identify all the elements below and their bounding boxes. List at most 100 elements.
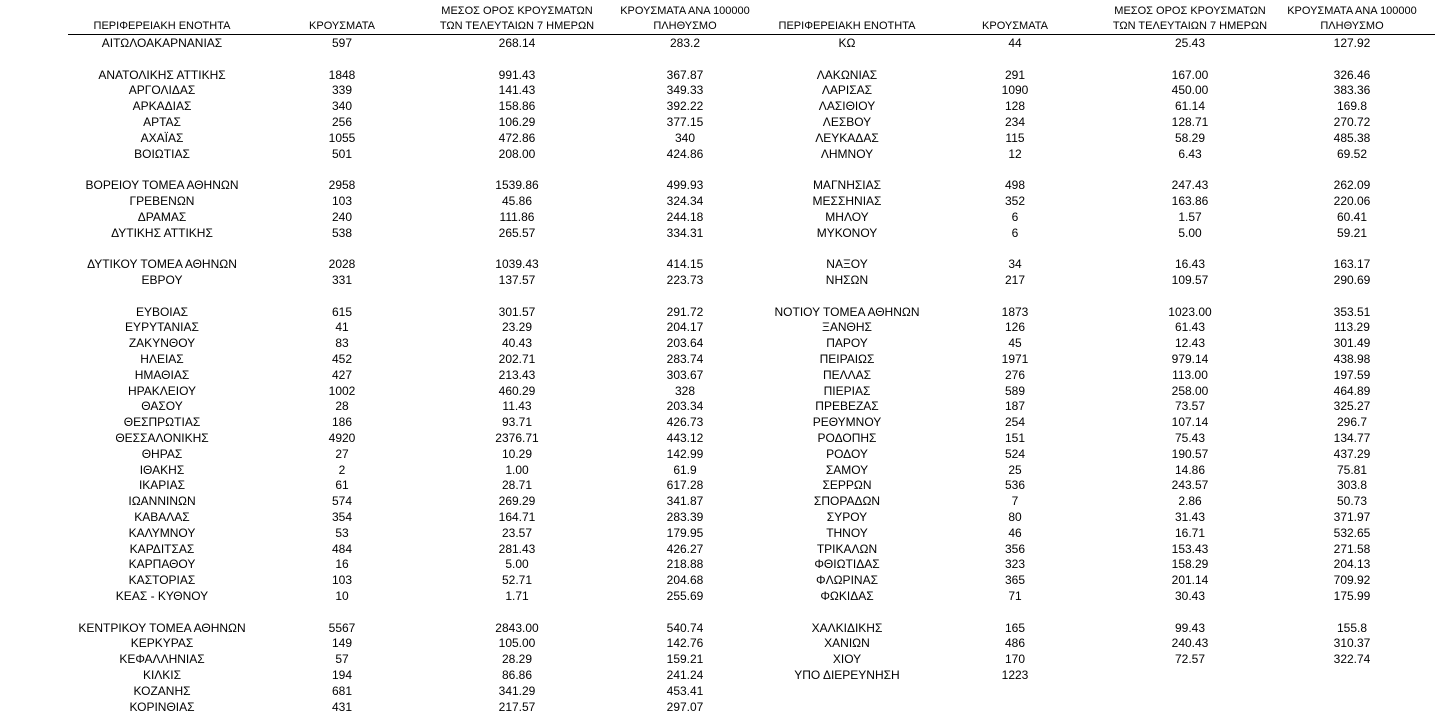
table-cell: 61.14 [1174,99,1206,114]
table-cell: 201.14 [1171,573,1209,588]
table-cell: 141.43 [498,83,536,98]
region-name: ΝΟΤΙΟΥ ΤΟΜΕΑ ΑΘΗΝΩΝ [774,304,920,319]
table-cell: 426.73 [666,415,704,430]
table-cell: 1873 [1001,304,1029,319]
table-cell: 14.86 [1174,462,1206,477]
table-cell: 72.57 [1174,652,1206,667]
table-cell: 23.57 [501,525,533,540]
table-cell: 392.22 [666,99,704,114]
table-cell: 1.57 [1178,209,1202,224]
table-cell: 71 [1008,589,1022,603]
region-name: ΤΗΝΟΥ [826,525,868,540]
table-cell: 194 [331,668,353,682]
table-cell: 499.93 [666,178,704,193]
table-cell: 204.68 [666,573,704,588]
table-cell: 532.65 [1333,525,1371,540]
table-cell: 2028 [328,257,356,272]
table-cell: 59.21 [1336,225,1368,240]
table-cell: 158.29 [1171,557,1209,572]
table-cell: 270.72 [1333,115,1371,129]
region-name: ΜΑΓΝΗΣΙΑΣ [812,178,882,193]
table-cell: 536 [1004,478,1026,493]
table-cell: 220.06 [1333,194,1371,208]
table-cell: 538 [331,225,353,240]
table-cell: 574 [331,494,353,509]
table-cell: 1.71 [505,589,529,603]
table-cell: 53 [335,525,349,540]
table-cell: 460.29 [498,383,536,398]
table-cell: 524 [1004,446,1026,461]
table-cell: 153.43 [1171,541,1209,556]
table-cell: 979.14 [1171,352,1209,366]
table-cell: 241.24 [666,668,704,682]
table-cell: 424.86 [666,146,704,161]
table-cell: 223.73 [666,273,704,287]
region-name: ΘΗΡΑΣ [141,446,183,461]
column-header: ΤΩΝ ΤΕΛΕΥΤΑΙΩΝ 7 ΗΜΕΡΩΝ [439,20,595,32]
table-cell: 163.17 [1333,257,1371,272]
table-cell: 331 [331,273,353,287]
table-cell: 262.09 [1333,178,1371,193]
region-name: ΑΡΓΟΛΙΔΑΣ [128,83,196,98]
region-name: ΦΩΚΙΔΑΣ [820,589,874,603]
table-cell: 7 [1011,494,1019,509]
column-header: ΚΡΟΥΣΜΑΤΑ ΑΝΑ 100000 [1287,5,1417,17]
table-cell: 142.99 [666,446,704,461]
region-name: ΛΑΚΩΝΙΑΣ [816,67,878,82]
table-cell: 365 [1004,573,1026,588]
column-header: ΚΡΟΥΣΜΑΤΑ ΑΝΑ 100000 [620,5,750,17]
table-cell: 243.57 [1171,478,1209,493]
table-cell: 2 [338,462,346,477]
table-cell: 213.43 [498,367,536,382]
table-cell: 354 [331,510,353,524]
table-cell: 99.43 [1174,620,1206,635]
table-cell: 322.74 [1333,652,1371,667]
table-cell: 80 [1008,510,1022,524]
table-cell: 271.58 [1333,541,1371,556]
table-cell: 115 [1005,130,1025,145]
table-cell: 5.00 [505,557,529,572]
region-name: ΡΕΘΥΜΝΟΥ [812,415,882,430]
table-cell: 44 [1008,36,1022,50]
table-cell: 303.8 [1336,478,1368,493]
table-cell: 165 [1004,620,1026,635]
table-cell: 240.43 [1171,636,1209,651]
table-cell: 283.74 [666,352,704,366]
table-cell: 325.27 [1333,399,1371,414]
table-cell: 340 [674,130,696,145]
table-cell: 25.43 [1174,36,1206,50]
table-cell: 164.71 [498,510,536,524]
table-cell: 86.86 [501,668,533,682]
table-cell: 16.71 [1174,525,1206,540]
region-name: ΡΟΔΟΠΗΣ [817,431,877,445]
table-cell: 437.29 [1333,446,1371,461]
table-cell: 50.73 [1336,494,1368,509]
table-cell: 265.57 [498,225,536,240]
table-cell: 1.00 [505,462,529,477]
region-name: ΣΕΡΡΩΝ [822,478,872,493]
table-cell: 103 [331,573,353,588]
region-name: ΗΡΑΚΛΕΙΟΥ [127,383,197,398]
table-cell: 1539.86 [495,178,539,193]
table-cell: 58.29 [1174,130,1206,145]
table-cell: 203.64 [666,336,704,351]
column-header: ΠΕΡΙΦΕΡΕΙΑΚΗ ΕΝΟΤΗΤΑ [778,20,916,32]
table-cell: 175.99 [1333,589,1371,603]
table-cell: 484 [331,541,353,556]
header-rule [68,34,1435,35]
region-name: ΣΠΟΡΑΔΩΝ [813,494,881,509]
table-cell: 41 [335,320,349,335]
region-name: ΥΠΟ ΔΙΕΡΕΥΝΗΣΗ [794,668,900,682]
table-cell: 105.00 [498,636,536,651]
region-name: ΤΡΙΚΑΛΩΝ [816,541,878,556]
table-cell: 155.8 [1336,620,1368,635]
table-cell: 1039.43 [495,257,539,272]
table-cell: 1023.00 [1168,304,1212,319]
table-cell: 128.71 [1171,115,1209,129]
table-cell: 5567 [328,620,356,635]
table-cell: 414.15 [666,257,704,272]
region-name: ΝΑΞΟΥ [826,257,868,272]
table-cell: 142.76 [666,636,704,651]
table-cell: 75.81 [1336,462,1368,477]
region-name: ΔΥΤΙΚΟΥ ΤΟΜΕΑ ΑΘΗΝΩΝ [87,257,237,272]
